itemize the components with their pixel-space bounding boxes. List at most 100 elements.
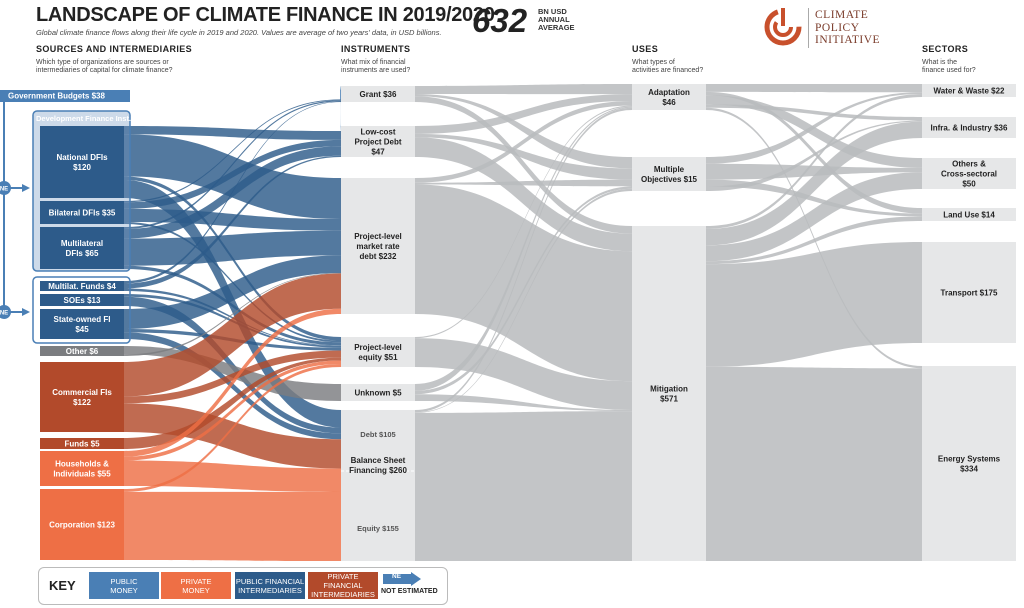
instrument-label-pequity-line: Project-level bbox=[354, 343, 402, 352]
source-node-multidfi bbox=[40, 227, 124, 269]
legend-line: PUBLIC FINANCIAL bbox=[235, 576, 305, 586]
instrument-use-flow bbox=[415, 105, 632, 339]
source-instrument-flow bbox=[124, 332, 341, 440]
instrument-use-flow bbox=[415, 94, 632, 169]
use-sector-flow bbox=[706, 94, 922, 229]
use-label-adapt-line: Adaptation bbox=[648, 88, 690, 97]
question-line: activities are financed? bbox=[632, 67, 704, 74]
instrument-label-pmrd-line: market rate bbox=[356, 242, 400, 251]
total-unit-line: BN USD bbox=[538, 7, 567, 16]
use-sector-flow bbox=[706, 366, 922, 561]
column-question-instruments: What mix of financial instruments are us… bbox=[341, 59, 410, 75]
use-sector-flow bbox=[706, 172, 922, 262]
source-instrument-flow bbox=[124, 155, 341, 289]
source-instrument-flow bbox=[124, 272, 341, 356]
public-intermediary-group-box bbox=[32, 276, 131, 344]
use-sector-flow bbox=[706, 104, 922, 121]
legend-line: PRIVATE FINANCIAL bbox=[323, 572, 363, 590]
cpi-logo-icon bbox=[764, 8, 802, 46]
legend-ne-text: NOT ESTIMATED bbox=[381, 588, 438, 595]
dfi-group-label: Development Finance Inst. bbox=[36, 114, 131, 123]
use-sector-flow bbox=[706, 216, 922, 265]
source-instrument-flow bbox=[124, 403, 341, 469]
use-label-multi-line: Multiple bbox=[654, 165, 685, 174]
use-sector-flow bbox=[706, 163, 922, 180]
use-sector-flow bbox=[706, 91, 922, 214]
question-line: What types of bbox=[632, 59, 675, 66]
source-label-multfunds-line: Multilat. Funds $4 bbox=[48, 282, 116, 291]
source-node-comfi bbox=[40, 362, 124, 432]
source-instrument-flow bbox=[124, 101, 341, 284]
source-instrument-flow bbox=[124, 273, 341, 397]
instrument-label-bsf-line: Balance Sheet bbox=[351, 456, 406, 465]
legend-line: PUBLIC bbox=[110, 576, 138, 586]
source-instrument-flow bbox=[124, 230, 341, 266]
source-label-multfunds: Multilat. Funds $4 bbox=[48, 282, 116, 291]
source-node-multfunds bbox=[40, 281, 124, 291]
sector-label-others-line: Others & bbox=[952, 160, 986, 169]
logo-text: CLIMATE POLICY INITIATIVE bbox=[815, 9, 880, 47]
instrument-label-lowcost-line: Project Debt bbox=[354, 138, 401, 147]
ne-bracket bbox=[3, 102, 28, 313]
instrument-label-grant: Grant $36 bbox=[360, 90, 397, 99]
instrument-use-flow bbox=[415, 106, 632, 391]
source-instrument-flow bbox=[124, 180, 341, 428]
instrument-part-debt-line: Debt $105 bbox=[360, 430, 395, 439]
source-label-sofi-line: State-owned FI bbox=[54, 315, 111, 324]
source-node-other bbox=[40, 346, 124, 356]
legend-ne-badge: NE bbox=[392, 573, 402, 580]
legend-ne-arrow-icon bbox=[383, 572, 421, 586]
column-title-sources: SOURCES AND INTERMEDIARIES bbox=[36, 44, 193, 54]
instrument-use-flow bbox=[415, 137, 632, 252]
use-node-mitig bbox=[632, 226, 706, 561]
instrument-use-flow bbox=[415, 84, 632, 95]
instrument-label-bsf-line: Financing $260 bbox=[349, 466, 407, 475]
logo-line: INITIATIVE bbox=[815, 34, 881, 46]
ne-badge-label: NE bbox=[0, 187, 8, 193]
instrument-use-flow bbox=[415, 100, 632, 183]
sector-label-water: Water & Waste $22 bbox=[934, 87, 1006, 96]
source-instrument-flow bbox=[124, 491, 341, 561]
legend-private-money: PRIVATE MONEY bbox=[161, 572, 231, 599]
column-question-sectors: What is the finance used for? bbox=[922, 59, 976, 75]
instrument-use-flow bbox=[415, 94, 632, 134]
source-instrument-flow bbox=[124, 360, 341, 461]
source-label-gov-line: Government Budgets $38 bbox=[8, 92, 105, 101]
column-title-uses: USES bbox=[632, 44, 659, 54]
source-node-natdfi bbox=[40, 126, 124, 198]
legend-key: KEY PUBLIC MONEY PRIVATE MONEY PUBLIC FINA… bbox=[38, 567, 448, 605]
instrument-part-equity: Equity $155 bbox=[357, 524, 399, 533]
use-label-mitig-line: $571 bbox=[660, 395, 678, 404]
question-line: instruments are used? bbox=[341, 67, 411, 74]
column-title-instruments: INSTRUMENTS bbox=[341, 44, 411, 54]
source-node-gov bbox=[0, 90, 130, 102]
instrument-use-flow bbox=[415, 186, 632, 395]
source-label-soe-line: SOEs $13 bbox=[64, 296, 101, 305]
source-instrument-flow bbox=[124, 350, 341, 404]
instrument-node-pmrd bbox=[341, 178, 415, 314]
source-instrument-flow bbox=[124, 288, 341, 346]
source-instrument-flow bbox=[340, 86, 341, 100]
instrument-use-flow bbox=[415, 107, 632, 413]
source-instrument-flow bbox=[124, 364, 341, 492]
instrument-label-pmrd-line: Project-level bbox=[354, 232, 402, 241]
instrument-node-unknown bbox=[341, 384, 415, 401]
sector-label-energy-line: $334 bbox=[960, 465, 978, 474]
source-node-bidfi bbox=[40, 201, 124, 224]
sector-label-others-line: Cross-sectoral bbox=[941, 170, 997, 179]
source-instrument-flow bbox=[340, 99, 341, 132]
source-label-other: Other $6 bbox=[66, 347, 99, 356]
source-label-natdfi-line: National DFIs bbox=[56, 153, 108, 162]
source-instrument-flow bbox=[124, 100, 341, 229]
sector-label-transport-line: Transport $175 bbox=[941, 289, 998, 298]
source-label-comfi: Commercial FIs $122 bbox=[52, 388, 112, 407]
use-label-mitig-line: Mitigation bbox=[650, 385, 688, 394]
instrument-label-lowcost-line: $47 bbox=[371, 148, 385, 157]
legend-public-intermediaries: PUBLIC FINANCIAL INTERMEDIARIES bbox=[235, 572, 305, 599]
source-label-soe: SOEs $13 bbox=[64, 296, 101, 305]
source-label-comfi-line: Commercial FIs bbox=[52, 388, 112, 397]
source-node-hh bbox=[40, 451, 124, 486]
sector-node-others bbox=[922, 158, 1016, 189]
source-label-natdfi-line: $120 bbox=[73, 163, 91, 172]
